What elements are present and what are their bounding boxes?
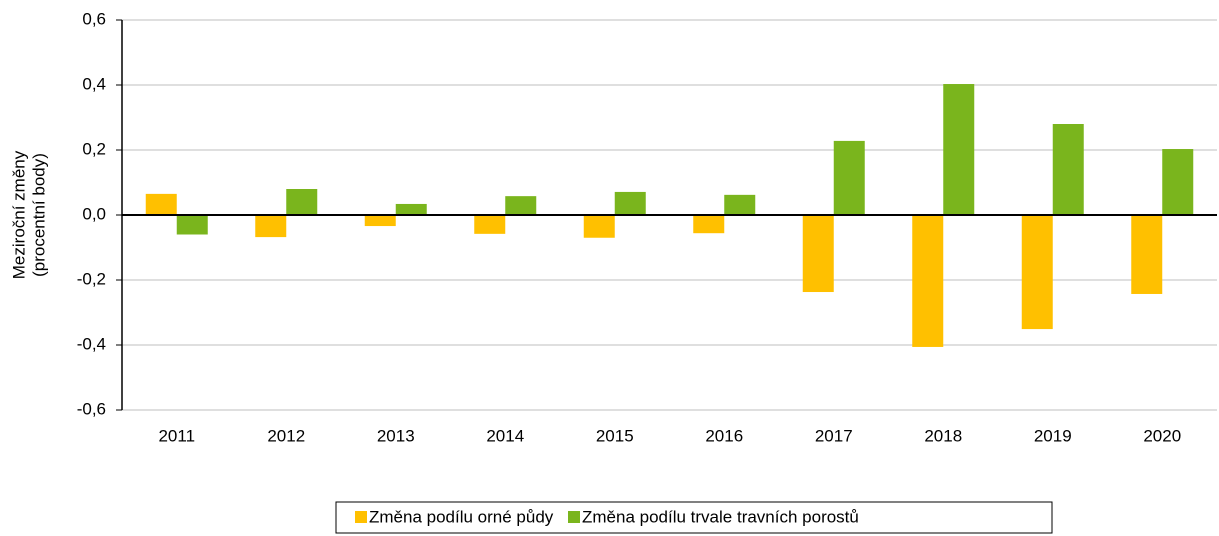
x-tick-label: 2018	[924, 426, 962, 445]
x-tick-label: 2011	[158, 426, 195, 445]
bar	[583, 215, 615, 238]
legend-label: Změna podílu trvale travních porostů	[582, 507, 859, 526]
x-tick-label: 2013	[377, 426, 415, 445]
bar	[614, 191, 646, 215]
x-tick-label: 2014	[486, 426, 524, 445]
y-tick-label: 0,2	[82, 139, 106, 158]
legend	[335, 501, 1053, 534]
bar	[833, 140, 865, 215]
y-axis-title: Meziroční změny (procentní body)	[9, 150, 48, 279]
bar	[145, 193, 177, 215]
x-tick-label: 2012	[267, 426, 305, 445]
bar	[286, 189, 318, 215]
bar	[395, 203, 427, 215]
bar	[1131, 215, 1163, 294]
bar	[724, 194, 756, 215]
x-tick-label: 2019	[1034, 426, 1072, 445]
bar	[943, 84, 975, 216]
y-tick-label: -0,4	[77, 334, 106, 353]
x-tick-label: 2017	[815, 426, 853, 445]
y-tick-label: 0,6	[82, 9, 106, 28]
bar	[1052, 124, 1084, 215]
bar	[1021, 215, 1053, 330]
bar	[1162, 149, 1194, 215]
y-tick-label: 0,4	[82, 74, 106, 93]
bar	[474, 215, 506, 234]
x-tick-label: 2015	[596, 426, 634, 445]
bar	[364, 215, 396, 227]
x-tick-label: 2016	[705, 426, 743, 445]
y-axis-title-line: Meziroční změny	[9, 150, 28, 279]
bar	[693, 215, 725, 234]
y-tick-label: -0,6	[77, 399, 106, 418]
x-tick-label: 2020	[1143, 426, 1181, 445]
y-tick-label: -0,2	[77, 269, 106, 288]
bar	[505, 196, 537, 215]
legend-swatch	[568, 511, 580, 523]
bar	[802, 215, 834, 293]
legend-label: Změna podílu orné půdy	[369, 507, 554, 526]
legend-swatch	[355, 511, 367, 523]
bar	[255, 215, 287, 238]
bar	[176, 215, 208, 235]
y-axis-title-line: (procentní body)	[29, 153, 48, 277]
y-tick-label: 0,0	[82, 204, 106, 223]
bar	[912, 215, 944, 347]
